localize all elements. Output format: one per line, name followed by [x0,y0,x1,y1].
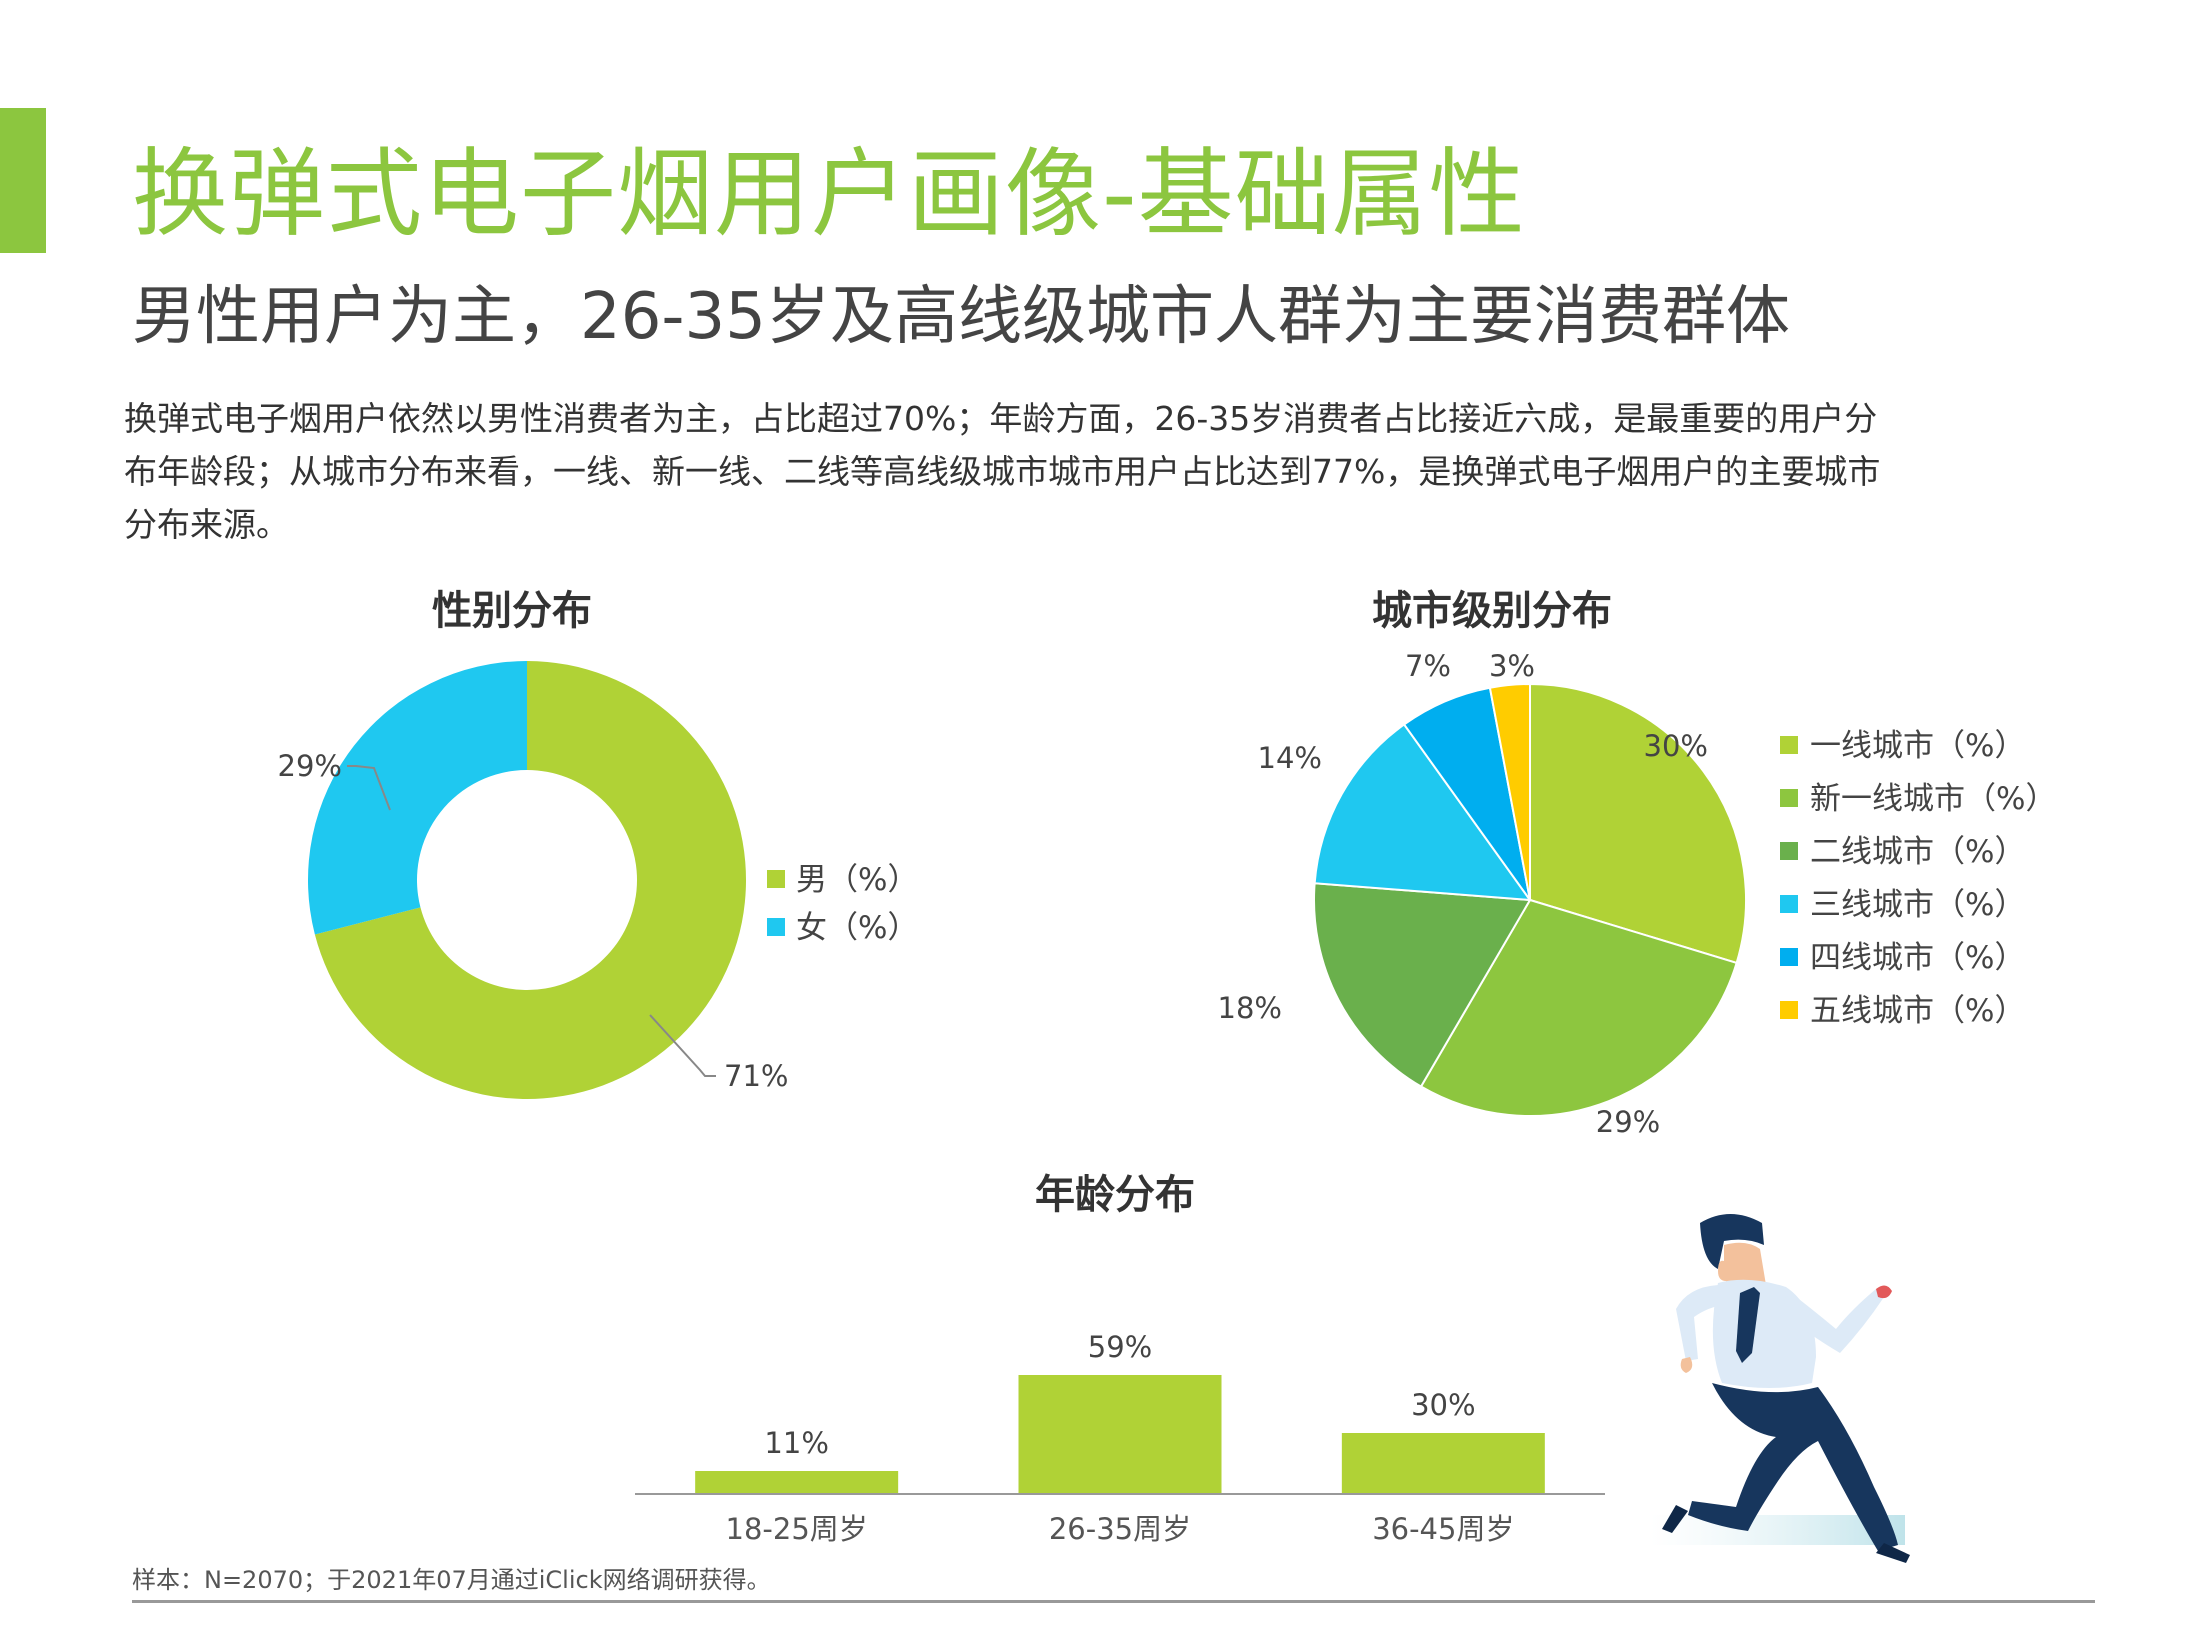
summary-line: 换弹式电子烟用户依然以男性消费者为主，占比超过70%；年龄方面，26-35岁消费… [124,399,1878,438]
legend-swatch [1780,736,1798,754]
page-subtitle: 男性用户为主，26-35岁及高线级城市人群为主要消费群体 [132,280,1790,354]
gender-donut-chart: 71% 29% 男（%） 女（%） [278,661,918,1099]
age-bar-chart: 11% 18-25周岁 59% 26-35周岁 30% 36-45周岁 [635,1330,1605,1546]
legend-label: 一线城市（%） [1810,728,2025,764]
bar-value-label: 59% [1088,1330,1152,1364]
leader-line [347,765,391,811]
summary-paragraph: 换弹式电子烟用户依然以男性消费者为主，占比超过70%；年龄方面，26-35岁消费… [124,392,2104,551]
slice-value-label: 29% [278,749,342,783]
footer-divider [132,1600,2095,1603]
summary-line: 分布来源。 [124,505,289,544]
city-chart-title: 城市级别分布 [1372,588,1612,634]
city-slice [1419,898,1738,1117]
x-tick-label: 36-45周岁 [1372,1512,1514,1546]
bar-value-label: 11% [764,1426,828,1460]
leader-line [649,1014,716,1077]
age-chart-title: 年龄分布 [1035,1172,1195,1218]
legend-swatch [767,870,785,888]
age-bar [1341,1433,1545,1493]
page-title: 换弹式电子烟用户画像-基础属性 [132,138,1526,250]
running-man-illustration [1650,1214,1910,1563]
legend-label: 二线城市（%） [1810,834,2025,870]
slice-value-label: 71% [724,1059,788,1093]
city-pie-chart: 30% 29% 18% 14% 7% 3% 一线城市（%） 新一线城市（%） 二线城市（%） 三线… [1218,649,2057,1139]
legend-swatch [767,918,785,936]
legend-swatch [1780,895,1798,913]
slice-value-label: 29% [1596,1105,1660,1139]
legend-swatch [1780,789,1798,807]
summary-line: 布年龄段；从城市分布来看，一线、新一线、二线等高线级城市城市用户占比达到77%，… [124,452,1881,491]
slice-value-label: 14% [1258,741,1322,775]
gender-slice [314,661,746,1099]
slice-value-label: 30% [1644,729,1708,763]
legend-swatch [1780,948,1798,966]
city-slice [1313,723,1533,902]
x-tick-label: 26-35周岁 [1049,1512,1191,1546]
city-slice [1488,682,1531,901]
slice-value-label: 7% [1405,649,1451,683]
legend-label: 男（%） [796,862,918,898]
age-bar [1018,1375,1222,1493]
age-bar [695,1471,899,1493]
legend-label: 女（%） [796,910,918,946]
footer-note: 样本：N=2070；于2021年07月通过iClick网络调研获得。 [132,1566,771,1594]
city-slice [1529,682,1747,965]
legend-label: 四线城市（%） [1810,940,2025,976]
legend-swatch [1780,842,1798,860]
legend-label: 新一线城市（%） [1810,781,2056,817]
x-tick-label: 18-25周岁 [726,1512,868,1546]
gender-chart-title: 性别分布 [432,588,592,634]
gender-slice [308,661,527,935]
bar-value-label: 30% [1411,1388,1475,1422]
slice-value-label: 3% [1489,649,1535,683]
legend-label: 五线城市（%） [1810,993,2025,1029]
legend-swatch [1780,1001,1798,1019]
slice-value-label: 18% [1218,991,1282,1025]
city-slice [1313,882,1532,1088]
legend-label: 三线城市（%） [1810,887,2025,923]
accent-bar [0,108,46,253]
